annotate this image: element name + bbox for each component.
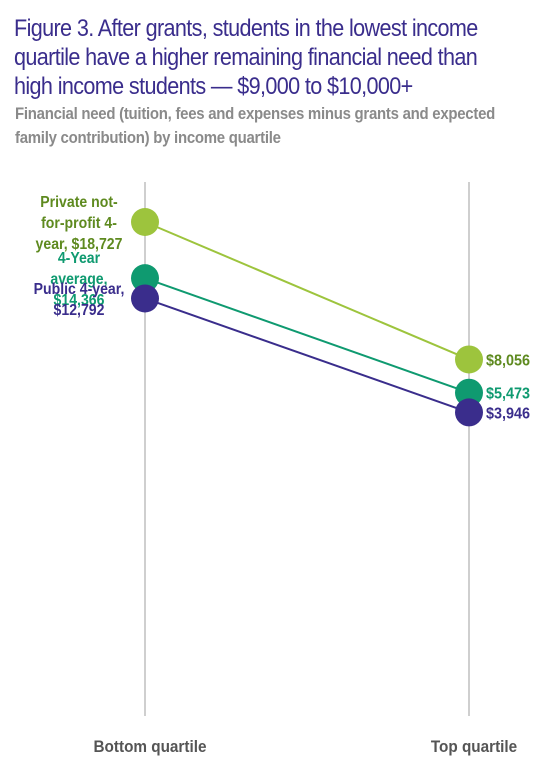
series-start-label: Public 4-year, [34,280,125,298]
data-point-bottom-quartile [131,284,159,313]
series-start-label: $12,792 [54,301,105,319]
category-label: Bottom quartile [94,737,207,756]
series-end-label: $3,946 [486,405,530,423]
series-line [144,277,470,394]
chart-subtitle: Financial need (tuition, fees and expens… [15,104,496,147]
data-point-bottom-quartile [131,207,159,236]
series-start-label: Private not- [40,193,117,211]
series-start-label: for-profit 4- [41,214,117,232]
series-line [144,221,470,361]
category-label: Top quartile [431,737,517,756]
chart-title: Figure 3. After grants, students in the … [14,15,478,100]
data-point-top-quartile [455,345,483,374]
series-start-label: average, [50,270,107,288]
data-point-top-quartile [455,378,483,407]
series-end-label: $8,056 [486,352,530,370]
series-start-label: $14,366 [54,291,105,309]
series-start-label: 4-Year [58,249,100,267]
series-end-label: $5,473 [486,385,530,403]
data-point-top-quartile [455,398,483,427]
series-line [144,297,470,414]
data-point-bottom-quartile [131,264,159,293]
series-start-label: year, $18,727 [36,235,123,253]
